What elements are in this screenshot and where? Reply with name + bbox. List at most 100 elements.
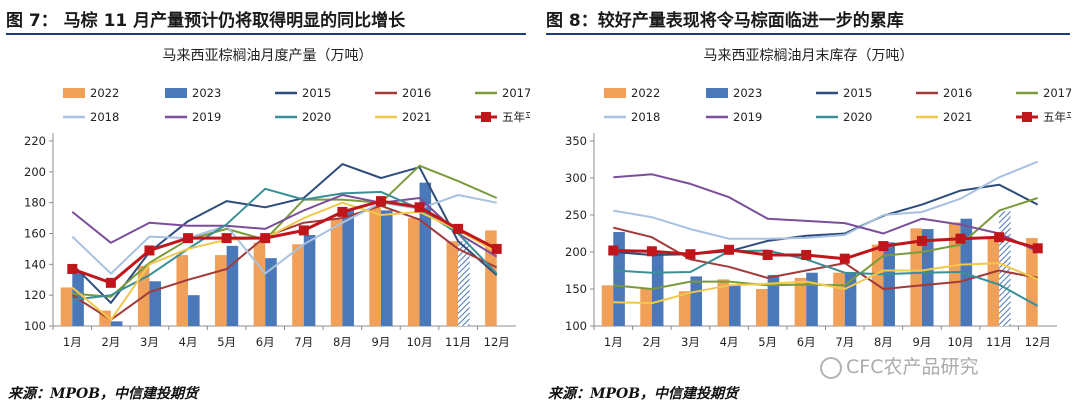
legend-item-2022: 2022 <box>604 86 660 100</box>
right-figure-title: 图 8：较好产量表现将令马棕面临进一步的累库 <box>546 11 904 31</box>
avg-point-7 <box>839 253 850 264</box>
series-line-2017 <box>613 197 1039 290</box>
legend-item-2015: 2015 <box>275 86 331 100</box>
legend-marker-avg <box>481 112 491 122</box>
legend-label-avg: 五年平均 <box>1043 110 1071 124</box>
bar-2022-10 <box>948 222 961 326</box>
bar-2022-10 <box>407 218 420 326</box>
y-tick-label: 350 <box>565 134 587 148</box>
left-source: 来源：MPOB，中信建投期货 <box>8 386 199 402</box>
bar-2022-5 <box>756 289 768 326</box>
bar-2023-11 <box>458 241 470 326</box>
series-line-2021 <box>71 201 498 321</box>
series-line-avg <box>71 199 498 285</box>
x-tick-label: 3月 <box>140 335 159 349</box>
x-tick-label: 1月 <box>63 335 82 349</box>
series-line-2019 <box>613 173 1039 253</box>
bar-2023-4 <box>729 285 741 326</box>
bar-2023-6 <box>806 272 818 326</box>
bar-2023-7 <box>303 235 316 326</box>
bar-2022-6 <box>794 277 807 326</box>
bar-2022-1 <box>60 287 73 326</box>
avg-point-10 <box>414 202 425 213</box>
series-line-2015 <box>613 183 1039 256</box>
bar-2023-11 <box>999 211 1011 326</box>
bar-2022-7 <box>292 244 304 326</box>
legend-item-2015: 2015 <box>816 86 872 100</box>
bar-2023-4 <box>188 295 200 326</box>
wechat-icon <box>820 356 842 379</box>
x-tick-label: 5月 <box>217 335 236 349</box>
chart-title: 马来西亚棕榈油月度产量（万吨） <box>163 48 373 64</box>
legend-label-2016: 2016 <box>402 86 431 100</box>
legend-item-avg: 五年平均 <box>1016 110 1071 124</box>
bar-2023-7 <box>844 271 857 326</box>
bar-2023-3 <box>149 281 162 326</box>
bar-2022-11 <box>987 237 1000 326</box>
x-tick-label: 9月 <box>913 335 932 349</box>
legend-label-2015: 2015 <box>302 86 331 100</box>
series-line-2017 <box>72 164 498 298</box>
x-tick-label: 7月 <box>835 335 854 349</box>
legend-item-2020: 2020 <box>275 110 331 124</box>
legend-label-2018: 2018 <box>631 110 660 124</box>
series-line-2020 <box>72 187 498 301</box>
avg-point-3 <box>144 245 155 256</box>
legend-swatch-2023 <box>706 88 728 98</box>
series-line-avg <box>613 235 1039 261</box>
avg-point-9 <box>916 235 927 246</box>
legend-label-2019: 2019 <box>733 110 762 124</box>
avg-point-8 <box>337 206 348 217</box>
series-line-2019 <box>71 194 498 258</box>
series-line-2015 <box>71 163 498 304</box>
avg-point-4 <box>183 233 194 244</box>
y-tick-label: 120 <box>24 288 46 302</box>
series-line-2018 <box>613 160 1039 240</box>
x-tick-label: 6月 <box>797 335 816 349</box>
avg-point-3 <box>685 249 696 260</box>
bar-2023-10 <box>960 218 973 326</box>
y-tick-label: 220 <box>24 134 46 148</box>
avg-point-1 <box>67 263 78 274</box>
legend-label-avg: 五年平均 <box>502 110 530 124</box>
legend-item-2016: 2016 <box>916 86 972 100</box>
y-tick-label: 300 <box>565 171 587 185</box>
left-figure-title: 图 7： 马棕 11 月产量预计仍将取得明显的同比增长 <box>6 11 406 31</box>
x-tick-label: 2月 <box>642 335 661 349</box>
bar-2022-12 <box>1026 237 1038 326</box>
legend-label-2017: 2017 <box>1043 86 1071 100</box>
y-tick-label: 200 <box>24 165 46 179</box>
avg-point-6 <box>260 233 271 244</box>
avg-point-12 <box>491 243 502 254</box>
chart-title: 马来西亚棕榈油月末库存（万吨） <box>704 48 914 64</box>
y-tick-label: 250 <box>565 208 587 222</box>
bar-2023-2 <box>110 321 123 326</box>
x-tick-label: 10月 <box>947 335 973 349</box>
x-tick-label: 8月 <box>874 335 893 349</box>
bar-2023-1 <box>613 232 625 326</box>
legend-item-2017: 2017 <box>1016 86 1071 100</box>
x-tick-label: 11月 <box>986 335 1012 349</box>
legend-item-2020: 2020 <box>816 110 872 124</box>
bar-2023-3 <box>690 276 703 326</box>
legend-swatch-2023 <box>165 88 187 98</box>
series-line-2020 <box>613 249 1039 307</box>
x-tick-label: 12月 <box>1025 335 1051 349</box>
legend-item-2019: 2019 <box>706 110 762 124</box>
avg-point-11 <box>994 232 1005 243</box>
bar-2022-8 <box>330 219 343 326</box>
bar-2023-2 <box>651 252 664 326</box>
x-tick-label: 3月 <box>681 335 700 349</box>
legend-label-2016: 2016 <box>943 86 972 100</box>
bar-2022-12 <box>485 230 497 326</box>
bar-2022-2 <box>640 288 652 326</box>
legend-item-avg: 五年平均 <box>475 110 530 124</box>
legend-item-2019: 2019 <box>165 110 221 124</box>
y-tick-label: 150 <box>565 282 587 296</box>
y-tick-label: 200 <box>565 245 587 259</box>
x-tick-label: 11月 <box>445 335 471 349</box>
inventory-chart: 马来西亚棕榈油月末库存（万吨） 2022 2023 2015 2016 2017 2018 2… <box>565 48 1071 349</box>
series-line-2016 <box>71 204 498 321</box>
bar-2022-7 <box>833 272 845 326</box>
avg-point-7 <box>298 225 309 236</box>
